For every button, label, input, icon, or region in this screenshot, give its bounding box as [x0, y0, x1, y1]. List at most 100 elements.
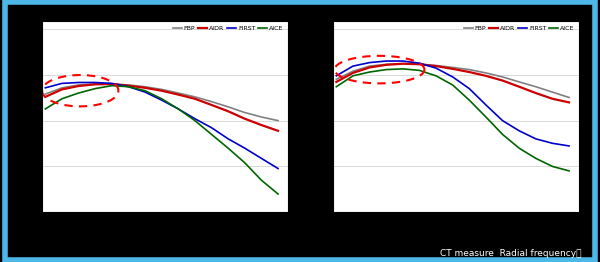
FIRST [75, 81, 82, 84]
AICE [499, 133, 506, 136]
FBP [349, 70, 356, 73]
Text: CT measure  Radial frequency法: CT measure Radial frequency法 [440, 249, 582, 258]
AICE [532, 157, 539, 160]
X-axis label: Spatial Frequency (cycles/mm): Spatial Frequency (cycles/mm) [402, 226, 510, 232]
FBP [191, 95, 199, 99]
Legend: FBP, AIDR, FIRST, AICE: FBP, AIDR, FIRST, AICE [171, 24, 285, 32]
AICE [449, 83, 456, 86]
FIRST [142, 90, 149, 94]
AIDR [241, 117, 248, 120]
Y-axis label: NPS: NPS [6, 108, 15, 125]
AICE [366, 70, 373, 74]
FBP [499, 75, 506, 79]
FIRST [258, 157, 265, 160]
FIRST [191, 117, 199, 120]
Line: AICE: AICE [337, 69, 569, 171]
FIRST [482, 103, 490, 107]
AIDR [58, 88, 65, 91]
FIRST [92, 81, 99, 84]
FIRST [349, 64, 356, 68]
AIDR [333, 80, 340, 84]
AIDR [449, 67, 456, 70]
AIDR [349, 71, 356, 74]
Line: FBP: FBP [46, 84, 278, 121]
FBP [142, 85, 149, 88]
AIDR [482, 74, 490, 77]
AIDR [532, 91, 539, 95]
FIRST [416, 62, 423, 65]
AIDR [224, 110, 232, 113]
AIDR [399, 62, 406, 65]
Y-axis label: NPS: NPS [297, 108, 306, 125]
AIDR [142, 86, 149, 89]
AIDR [158, 89, 165, 92]
Line: AIDR: AIDR [46, 84, 278, 131]
FIRST [42, 86, 49, 89]
AIDR [108, 83, 115, 86]
AICE [92, 87, 99, 90]
FBP [175, 91, 182, 95]
FIRST [366, 61, 373, 64]
AIDR [515, 85, 523, 88]
AIDR [366, 66, 373, 69]
Line: AIDR: AIDR [337, 64, 569, 102]
FIRST [383, 59, 390, 63]
AIDR [92, 83, 99, 86]
Line: FBP: FBP [337, 64, 569, 97]
AIDR [42, 95, 49, 99]
FBP [333, 78, 340, 81]
AICE [125, 85, 132, 88]
FIRST [449, 75, 456, 79]
FBP [549, 90, 556, 94]
FIRST [208, 126, 215, 129]
FBP [433, 64, 440, 67]
AIDR [191, 97, 199, 100]
AICE [142, 89, 149, 92]
AICE [58, 97, 65, 100]
AICE [258, 179, 265, 182]
AIDR [466, 70, 473, 74]
FBP [258, 116, 265, 119]
FIRST [274, 167, 281, 170]
AICE [75, 91, 82, 95]
AICE [158, 97, 165, 100]
FIRST [549, 142, 556, 145]
FIRST [515, 129, 523, 132]
FIRST [224, 137, 232, 140]
FIRST [399, 59, 406, 63]
AIDR [258, 123, 265, 127]
FIRST [532, 137, 539, 140]
AICE [565, 169, 572, 172]
FBP [75, 83, 82, 86]
AIDR [565, 101, 572, 104]
FIRST [333, 74, 340, 77]
FIRST [125, 85, 132, 88]
AIDR [274, 129, 281, 132]
FBP [383, 63, 390, 66]
AICE [333, 85, 340, 88]
FBP [532, 85, 539, 88]
FIRST [241, 147, 248, 150]
X-axis label: Spatial Frequency (cycles/mm): Spatial Frequency (cycles/mm) [111, 226, 219, 232]
FIRST [499, 119, 506, 122]
Legend: FBP, AIDR, FIRST, AICE: FBP, AIDR, FIRST, AICE [462, 24, 576, 32]
FBP [482, 71, 490, 74]
AICE [191, 119, 199, 122]
AICE [274, 192, 281, 195]
Line: FIRST: FIRST [337, 61, 569, 146]
AIDR [208, 103, 215, 107]
FIRST [175, 107, 182, 111]
AIDR [416, 63, 423, 66]
AICE [241, 161, 248, 164]
FBP [274, 119, 281, 122]
FBP [125, 83, 132, 86]
FBP [416, 63, 423, 66]
AICE [42, 107, 49, 111]
AICE [515, 147, 523, 150]
AIDR [175, 93, 182, 96]
FIRST [108, 82, 115, 85]
AICE [482, 116, 490, 119]
FBP [58, 86, 65, 89]
FBP [241, 111, 248, 114]
FBP [208, 100, 215, 103]
